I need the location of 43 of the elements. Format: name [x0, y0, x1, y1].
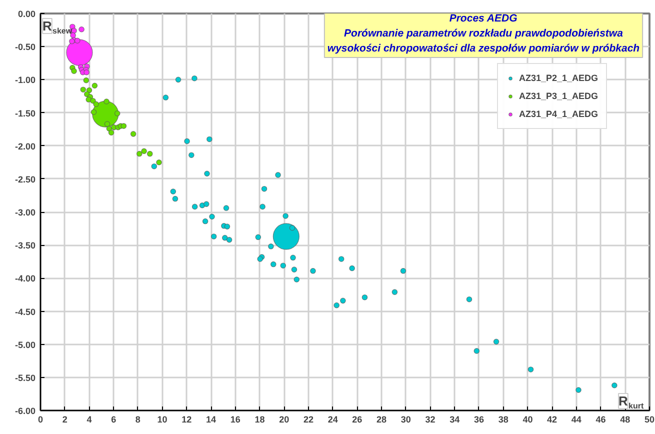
x-tick-label: 50 — [644, 414, 655, 424]
x-tick-label: 24 — [328, 414, 338, 424]
x-tick-label: 20 — [279, 414, 290, 424]
y-tick-label: -2.50 — [14, 174, 36, 184]
x-tick-label: 6 — [111, 414, 116, 424]
y-tick-label: -5.00 — [14, 340, 36, 350]
x-tick-label: 46 — [596, 414, 606, 424]
y-tick-label: -4.50 — [14, 306, 36, 317]
x-tick-label: 32 — [425, 414, 436, 424]
x-tick-label: 40 — [522, 414, 533, 424]
x-tick-label: 2 — [62, 414, 68, 424]
y-tick-label: -3.50 — [14, 240, 36, 251]
x-tick-label: 14 — [206, 414, 216, 424]
x-tick-label: 22 — [303, 414, 314, 424]
x-tick-label: 38 — [498, 414, 508, 424]
y-tick-label: -2.00 — [14, 141, 36, 152]
x-tick-label: 0 — [38, 414, 44, 424]
y-tick-label: -4.00 — [14, 274, 36, 284]
text: Proces AEDG Porównanie parametrów rozkładu prawdopodobieństwa wysokości chropowatości dla zespołów pomiarów w próbkach — [327, 12, 640, 54]
x-tick-label: 30 — [400, 414, 411, 424]
x-tick-label: 8 — [135, 414, 140, 424]
y-tick-label: -3.00 — [14, 208, 36, 218]
x-tick-label: 34 — [450, 414, 460, 424]
x-tick-label: 10 — [157, 414, 168, 424]
x-tick-label: 28 — [376, 414, 387, 424]
y-tick-label: -5.50 — [14, 372, 36, 383]
x-tick-label: 4 — [86, 414, 92, 424]
x-tick-label: 16 — [230, 414, 240, 424]
y-tick-label: -1.00 — [14, 75, 36, 86]
x-tick-label: 18 — [254, 414, 265, 424]
x-tick-label: 48 — [620, 414, 630, 424]
legend-label: AZ31_P4_1_AEDG — [519, 108, 598, 120]
y-tick-label: -1.50 — [14, 108, 36, 118]
x-tick-label: 12 — [182, 414, 192, 424]
legend-label: AZ31_P3_1_AEDG — [519, 90, 598, 102]
x-tick-label: 42 — [547, 414, 558, 424]
y-tick-label: -0.50 — [14, 42, 36, 52]
legend-label: AZ31_P2_1_AEDG — [519, 72, 598, 84]
x-tick-label: 26 — [352, 414, 362, 424]
x-tick-label: 36 — [474, 414, 484, 424]
x-tick-label: 44 — [571, 414, 582, 424]
y-tick-label: 0.00 — [18, 9, 36, 19]
y-tick-label: -6.00 — [14, 406, 36, 416]
